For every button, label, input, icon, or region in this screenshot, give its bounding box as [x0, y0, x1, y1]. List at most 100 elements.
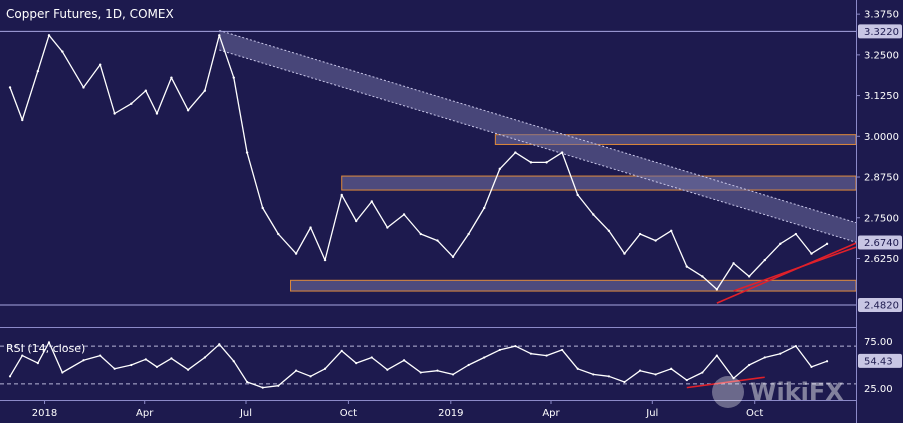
rsi-value-tag-background: [858, 353, 902, 368]
rsi-point: [232, 360, 235, 363]
rsi-point: [825, 360, 829, 363]
price-tag-label: 3.3220: [864, 27, 899, 38]
price-point: [747, 275, 751, 278]
price-point: [47, 34, 51, 37]
rsi-point: [779, 352, 782, 355]
rsi-point: [294, 369, 298, 372]
rsi-point: [113, 367, 116, 370]
rsi-point: [99, 354, 102, 357]
rsi-point: [685, 378, 688, 382]
rsi-value-tag-label: 54.43: [864, 356, 893, 367]
chart-title: Copper Futures, 1D, COMEX: [6, 7, 174, 21]
price-point: [245, 151, 249, 154]
rsi-point: [130, 363, 133, 367]
price-point: [810, 252, 813, 255]
x-tick-label: 2018: [32, 408, 57, 419]
y-tick-label: 2.6250: [864, 254, 899, 265]
x-tick-label: Jul: [239, 408, 252, 419]
rsi-point: [386, 368, 389, 371]
x-tick-label: Jul: [645, 408, 658, 419]
rsi-point: [355, 362, 358, 365]
rsi-point: [402, 359, 406, 362]
price-point: [763, 258, 766, 262]
watermark-text: WikiFX: [750, 378, 844, 406]
rsi-point: [261, 386, 264, 389]
rsi-point: [144, 358, 147, 361]
rsi-point: [545, 354, 548, 357]
rsi-point: [451, 373, 455, 376]
support-resistance-zone: [290, 279, 857, 292]
price-point: [170, 76, 173, 79]
price-point: [592, 213, 595, 216]
rsi-point: [203, 356, 206, 359]
rsi-point: [340, 349, 343, 352]
watermark: WikiFX: [712, 376, 844, 408]
price-point: [323, 258, 327, 262]
price-point: [218, 34, 221, 37]
price-point: [98, 63, 102, 66]
price-point: [576, 193, 579, 197]
rsi-point: [670, 367, 673, 370]
y-tick-label: 2.8750: [864, 173, 899, 184]
price-point: [232, 76, 235, 79]
price-point: [514, 151, 517, 154]
price-point: [715, 288, 719, 291]
price-tag-label: 2.6740: [864, 238, 899, 249]
rsi-point: [654, 373, 657, 376]
rsi-point: [576, 367, 579, 370]
price-point: [309, 226, 312, 229]
channel-upper-line: [219, 29, 857, 224]
rsi-point: [701, 371, 704, 374]
price-point: [483, 206, 486, 210]
rsi-panel-title: RSI (14, close): [6, 342, 85, 355]
price-point: [529, 161, 533, 164]
x-tick-label: Oct: [340, 408, 357, 419]
rsi-point: [8, 375, 12, 378]
channel-lower-line: [219, 49, 857, 243]
price-point: [61, 50, 64, 53]
rsi-point: [623, 380, 626, 384]
rsi-point: [21, 354, 24, 357]
price-point: [82, 86, 85, 89]
price-point: [451, 255, 455, 259]
price-point: [545, 161, 548, 164]
rsi-point: [794, 345, 797, 348]
price-point: [701, 275, 704, 278]
price-point: [36, 69, 40, 73]
price-point: [8, 86, 12, 89]
y-tick-label: 3.2500: [864, 50, 899, 61]
price-point: [825, 242, 829, 246]
x-tick-label: Apr: [542, 408, 560, 419]
price-point: [155, 112, 159, 115]
rsi-point: [514, 345, 517, 348]
y-tick-label: 3.1250: [864, 91, 899, 102]
price-point: [670, 229, 673, 232]
rsi-point: [763, 356, 766, 359]
support-trendline: [733, 246, 857, 292]
price-point: [130, 102, 133, 105]
price-point: [419, 232, 422, 236]
price-point: [732, 262, 735, 265]
rsi-point: [309, 375, 312, 378]
rsi-point: [607, 375, 610, 378]
price-tag-background: [858, 24, 902, 39]
rsi-point: [715, 354, 718, 357]
rsi-series-line: [9, 341, 828, 389]
price-tag-background: [858, 298, 902, 313]
rsi-point: [810, 365, 813, 368]
price-point: [261, 206, 264, 210]
descending-channel: [219, 30, 857, 243]
price-point: [277, 232, 280, 236]
rsi-point: [323, 367, 327, 370]
y-tick-label: 3.0000: [864, 132, 899, 143]
price-point: [779, 242, 782, 246]
price-point: [560, 151, 564, 154]
y-tick-label: 3.3750: [864, 10, 899, 21]
rsi-y-tick-label: 75.00: [864, 337, 893, 348]
price-point: [203, 89, 207, 92]
price-point: [685, 265, 689, 268]
price-point: [370, 200, 373, 203]
price-point: [340, 193, 343, 197]
